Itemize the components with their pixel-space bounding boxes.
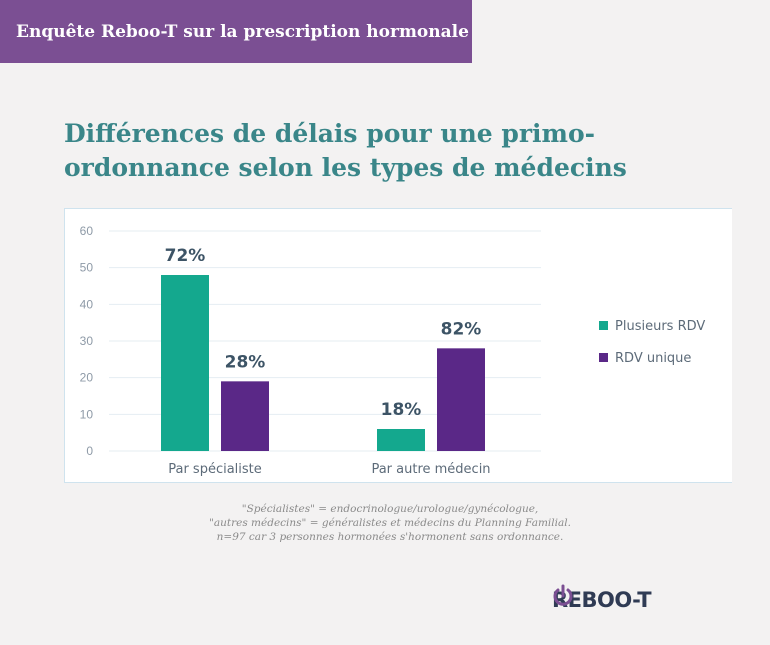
data-label: 28% <box>225 352 266 372</box>
y-tick-label: 0 <box>86 444 93 458</box>
reboot-logo: REBOO-T <box>552 584 652 616</box>
banner-text: Enquête Reboo-T sur la prescription horm… <box>16 21 469 42</box>
data-label: 18% <box>381 400 422 420</box>
chart-title-line1: Différences de délais pour une primo- <box>64 119 596 148</box>
bar-chart: 0 10 20 30 40 50 60 72% 28% Par spécialiste 18% 82%… <box>80 224 706 477</box>
y-tick-label: 40 <box>80 297 94 311</box>
power-icon <box>553 584 573 606</box>
legend-swatch <box>599 321 608 330</box>
legend-swatch <box>599 353 608 362</box>
legend-label: Plusieurs RDV <box>615 319 705 334</box>
footnote: "Spécialistes" = endocrinologue/urologue… <box>180 502 600 544</box>
bar <box>221 381 269 451</box>
category-label: Par spécialiste <box>168 462 262 477</box>
data-label: 82% <box>441 319 482 339</box>
bar <box>161 275 209 451</box>
footnote-line2: "autres médecins" = généralistes et méde… <box>209 517 571 529</box>
y-tick-label: 50 <box>80 261 94 275</box>
bar <box>437 348 485 451</box>
y-tick-label: 20 <box>80 371 94 385</box>
category-label: Par autre médecin <box>371 462 490 477</box>
chart-panel: 0 10 20 30 40 50 60 72% 28% Par spécialiste 18% 82%… <box>64 208 732 483</box>
chart-title-line2: ordonnance selon les types de médecins <box>64 153 627 182</box>
footnote-line1: "Spécialistes" = endocrinologue/urologue… <box>241 503 539 515</box>
footnote-line3: n=97 car 3 personnes hormonées s'hormone… <box>216 531 564 543</box>
data-label: 72% <box>165 246 206 266</box>
y-tick-label: 60 <box>80 224 94 238</box>
y-tick-label: 10 <box>80 407 94 421</box>
y-tick-label: 30 <box>80 334 94 348</box>
chart-title: Différences de délais pour une primo- or… <box>64 117 704 185</box>
survey-banner: Enquête Reboo-T sur la prescription horm… <box>0 0 472 63</box>
legend-label: RDV unique <box>615 351 691 366</box>
bar <box>377 429 425 451</box>
